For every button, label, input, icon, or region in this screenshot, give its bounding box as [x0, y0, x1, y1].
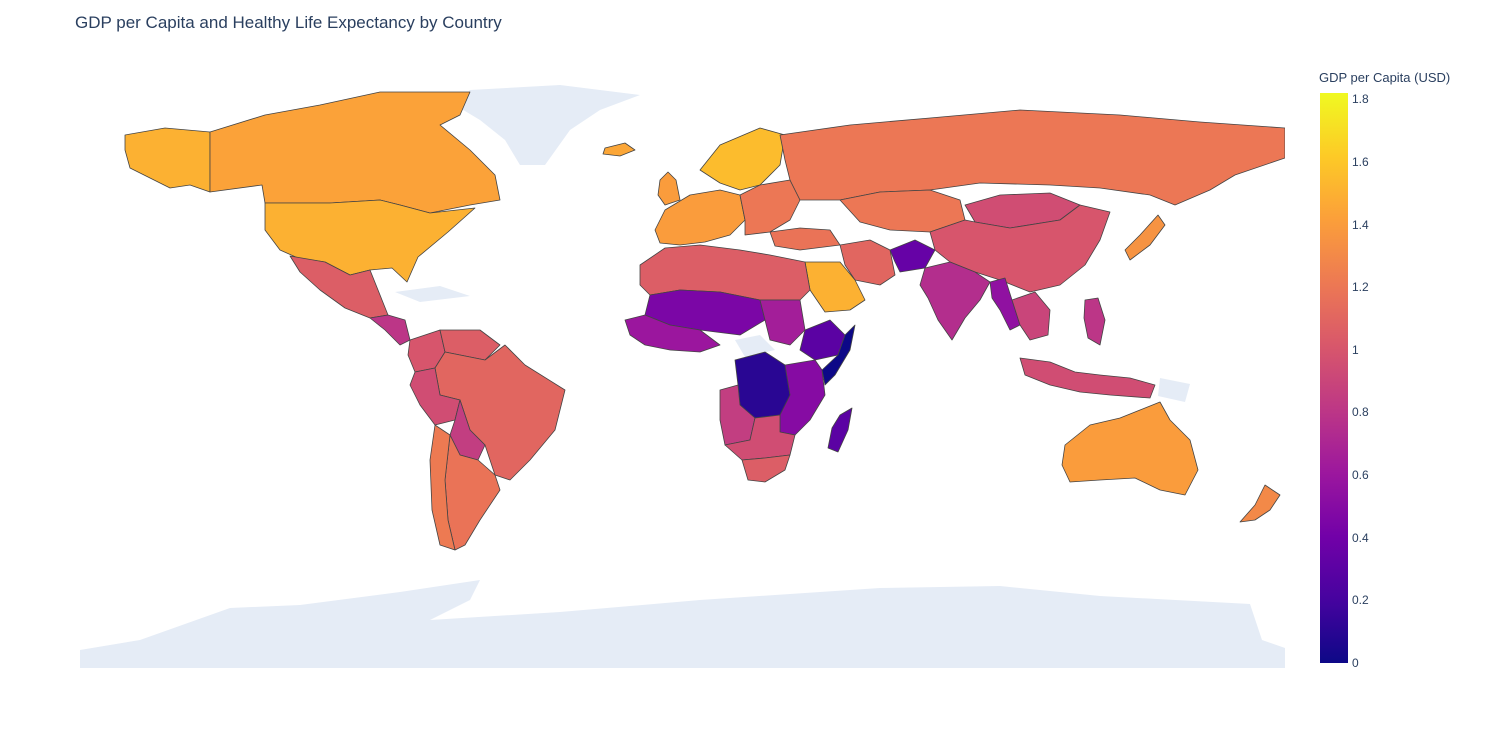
colorbar-tick-label: 1 — [1352, 342, 1359, 357]
colorbar-tick-label: 0.6 — [1352, 468, 1369, 483]
country-australia[interactable] — [1061, 401, 1199, 496]
country-russia[interactable] — [779, 109, 1285, 206]
country-chile[interactable] — [429, 424, 456, 551]
central-african-shape — [735, 335, 775, 357]
country-south-africa[interactable] — [741, 454, 791, 483]
country-venezuela[interactable] — [439, 329, 501, 361]
country-canada[interactable] — [209, 91, 501, 214]
country-turkey[interactable] — [769, 227, 841, 251]
colorbar-tick-label: 0 — [1352, 656, 1359, 670]
country-alaska[interactable] — [124, 127, 211, 193]
colorbar-tick-label: 1.4 — [1352, 217, 1369, 232]
greenland-shape — [455, 85, 640, 165]
chart-title: GDP per Capita and Healthy Life Expectan… — [75, 13, 502, 32]
country-central-america[interactable] — [369, 314, 411, 346]
country-scandinavia[interactable] — [699, 127, 786, 191]
country-new-zealand[interactable] — [1239, 484, 1281, 523]
country-united-kingdom[interactable] — [657, 171, 681, 206]
country-saudi-arabia[interactable] — [804, 261, 866, 313]
antarctica-shape — [80, 580, 1285, 668]
country-myanmar[interactable] — [989, 277, 1021, 331]
country-japan[interactable] — [1124, 214, 1166, 261]
country-usa[interactable] — [264, 199, 476, 283]
country-madagascar[interactable] — [827, 407, 853, 453]
country-kazakhstan[interactable] — [839, 189, 966, 233]
colorbar-tick-label: 1.6 — [1352, 154, 1369, 169]
country-southeast-asia[interactable] — [1011, 291, 1051, 341]
colorbar — [1320, 93, 1348, 663]
pacific-islands-shape — [1158, 378, 1190, 402]
country-east-africa[interactable] — [779, 359, 826, 436]
country-iceland[interactable] — [602, 142, 636, 157]
colorbar-tick-label: 1.8 — [1352, 92, 1369, 107]
caribbean-shape — [395, 286, 470, 302]
country-philippines[interactable] — [1083, 297, 1106, 346]
country-iran[interactable] — [839, 239, 896, 286]
colorbar-tick-label: 0.4 — [1352, 530, 1369, 545]
colorbar-tick-label: 0.8 — [1352, 405, 1369, 420]
colorbar-tick-label: 0.2 — [1352, 593, 1369, 608]
colorbar-tick-label: 1.2 — [1352, 280, 1369, 295]
country-sudan[interactable] — [759, 299, 806, 346]
country-north-africa[interactable] — [639, 244, 811, 301]
country-eastern-europe[interactable] — [739, 179, 801, 236]
country-indonesia[interactable] — [1019, 357, 1156, 399]
country-india[interactable] — [919, 261, 991, 341]
country-west-africa[interactable] — [624, 314, 721, 353]
colorbar-title: GDP per Capita (USD) — [1319, 70, 1451, 85]
